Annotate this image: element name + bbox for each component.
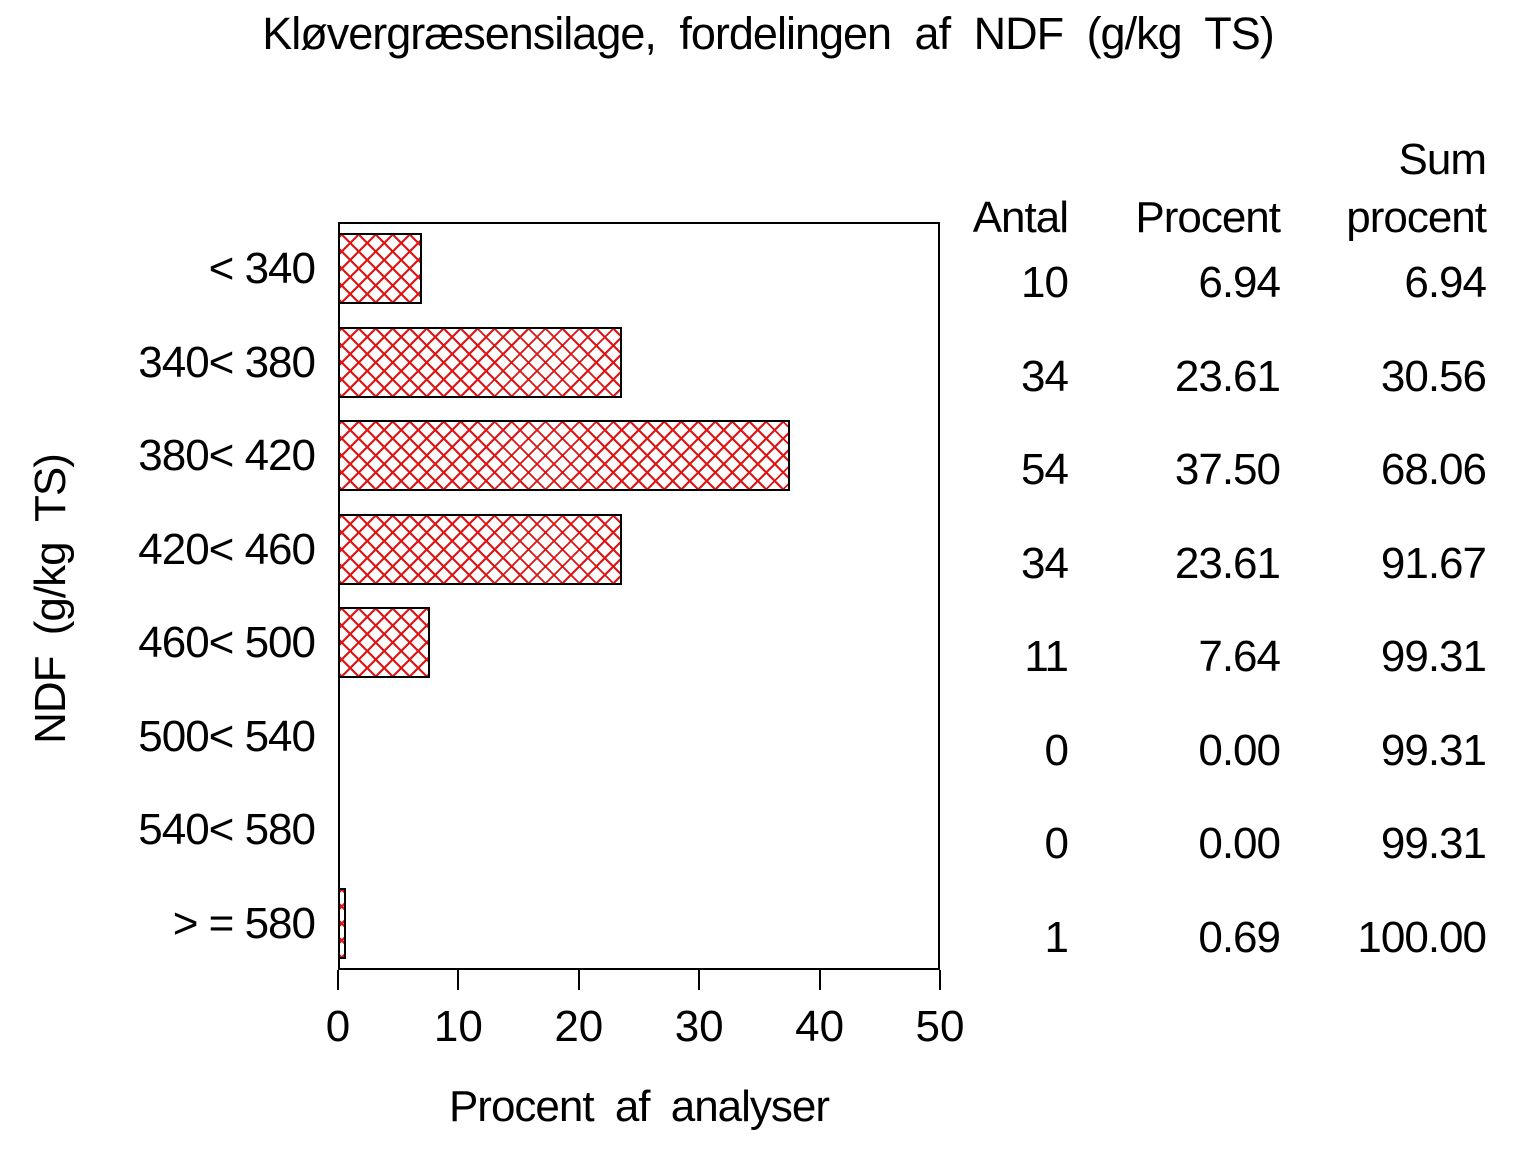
table-cell-sum: 100.00 — [1357, 912, 1487, 962]
x-axis-label: Procent af analyser — [448, 1082, 830, 1131]
table-cell-antal: 34 — [1021, 351, 1069, 401]
category-label: 460< 500 — [138, 618, 316, 667]
table-cell-antal: 1 — [1044, 912, 1070, 962]
x-tick-label: 50 — [915, 1002, 965, 1051]
category-label: > = 580 — [172, 898, 316, 948]
category-label: 340< 380 — [138, 337, 316, 387]
bar-380<420 — [338, 420, 790, 492]
table-cell-sum: 99.31 — [1380, 725, 1487, 775]
category-label: 500< 540 — [138, 711, 316, 761]
x-tick-mark — [337, 970, 339, 990]
table-header-sum-line2: procent — [1346, 193, 1487, 242]
category-label: 540< 580 — [138, 805, 316, 854]
table-cell-sum: 99.31 — [1380, 632, 1487, 681]
table-cell-sum: 68.06 — [1380, 445, 1487, 494]
table-cell-sum: 91.67 — [1380, 538, 1487, 588]
table-cell-procent: 6.94 — [1198, 258, 1281, 307]
table-header-antal: Antal — [972, 193, 1069, 242]
chart-title: Kløvergræsensilage, fordelingen af NDF (… — [262, 8, 1275, 59]
table-cell-antal: 34 — [1021, 538, 1069, 588]
table-cell-antal: 0 — [1044, 819, 1070, 868]
x-tick-label: 0 — [325, 1002, 351, 1051]
bar->=580 — [338, 887, 347, 959]
x-tick-mark — [457, 970, 460, 990]
table-cell-antal: 10 — [1021, 258, 1069, 307]
x-tick-mark — [698, 970, 701, 990]
table-cell-procent: 37.50 — [1174, 445, 1281, 494]
bar-420<460 — [338, 513, 623, 585]
table-cell-antal: 11 — [1024, 632, 1069, 681]
category-label: 420< 460 — [138, 524, 316, 574]
table-cell-sum: 6.94 — [1404, 258, 1487, 307]
x-tick-mark — [577, 970, 580, 990]
table-cell-sum: 99.31 — [1380, 819, 1487, 868]
table-cell-procent: 23.61 — [1174, 538, 1281, 588]
table-cell-procent: 0.69 — [1198, 912, 1281, 962]
x-tick-label: 10 — [433, 1002, 483, 1051]
x-tick-label: 30 — [674, 1002, 724, 1051]
table-header-sum-line1: Sum — [1398, 135, 1487, 184]
table-header-procent: Procent — [1135, 193, 1281, 242]
category-label: 380< 420 — [138, 431, 316, 480]
table-cell-procent: 7.64 — [1198, 632, 1281, 681]
table-cell-procent: 23.61 — [1174, 351, 1281, 401]
x-tick-mark — [818, 970, 821, 990]
table-cell-procent: 0.00 — [1198, 725, 1281, 775]
x-tick-label: 20 — [554, 1002, 604, 1051]
bar-340<380 — [338, 326, 623, 398]
table-cell-sum: 30.56 — [1380, 351, 1487, 401]
bar-460<500 — [338, 607, 430, 679]
bar-<340 — [338, 233, 422, 305]
table-cell-procent: 0.00 — [1198, 819, 1281, 868]
x-tick-label: 40 — [795, 1002, 845, 1051]
x-tick-mark — [939, 970, 941, 990]
category-label: < 340 — [208, 244, 316, 293]
table-cell-antal: 54 — [1021, 445, 1069, 494]
table-cell-antal: 0 — [1044, 725, 1070, 775]
